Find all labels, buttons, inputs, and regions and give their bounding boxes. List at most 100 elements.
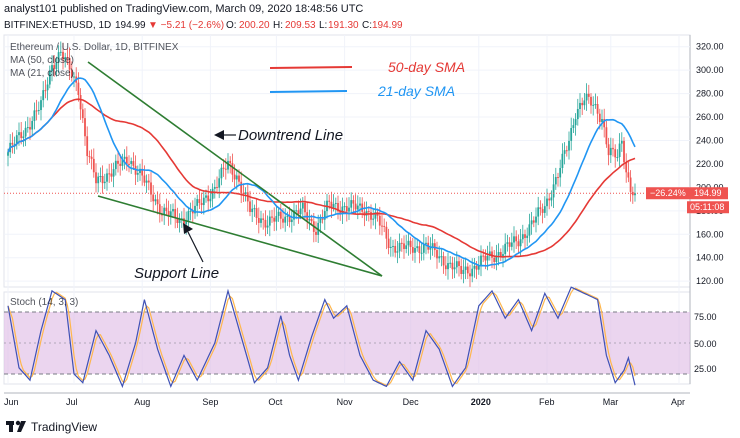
candle-body <box>552 184 555 198</box>
candle-body <box>77 82 80 96</box>
candle-body <box>583 100 586 106</box>
candle-body <box>356 205 359 210</box>
candle-body <box>543 206 546 213</box>
candle-body <box>609 147 612 156</box>
candle-body <box>378 215 381 226</box>
downtrend-arrowhead <box>214 130 224 140</box>
time-tick-label: Sep <box>202 397 218 407</box>
sma50-legend-line <box>269 66 353 69</box>
candle-body <box>590 96 592 106</box>
time-tick-label: 2020 <box>471 397 491 407</box>
candle-body <box>394 245 397 253</box>
candle-body <box>559 167 562 178</box>
candle-body <box>18 132 20 136</box>
candle-body <box>458 261 460 266</box>
symbol-bar: BITFINEX:ETHUSD, 1D 194.99 ▼ −5.21 (−2.6… <box>0 18 740 34</box>
candle-body <box>253 208 256 210</box>
candle-body <box>601 119 603 122</box>
candle-body <box>502 254 504 257</box>
candle-body <box>92 158 95 173</box>
candle-body <box>244 192 247 195</box>
candle-body <box>438 256 441 259</box>
support-label: Support Line <box>134 265 219 282</box>
time-tick-label: Nov <box>337 397 354 407</box>
candle-body <box>323 211 326 220</box>
candle-body <box>464 266 467 270</box>
candle-body <box>389 246 392 249</box>
candle-body <box>249 201 251 213</box>
candle-body <box>205 195 207 198</box>
candle-body <box>526 235 529 238</box>
candle-body <box>513 236 515 243</box>
candle-body <box>557 177 559 179</box>
candle-body <box>568 140 570 151</box>
candle-body <box>37 110 40 112</box>
candle-body <box>51 65 53 71</box>
candle-body <box>218 178 221 188</box>
candle-body <box>319 218 322 223</box>
tradingview-brand[interactable]: TradingView <box>31 420 98 434</box>
candle-body <box>172 209 174 212</box>
price-tick-label: 240.00 <box>696 135 724 145</box>
symbol-name[interactable]: BITFINEX:ETHUSD, 1D <box>4 20 112 31</box>
close-label: C: <box>362 20 372 31</box>
candle-body <box>451 262 454 270</box>
candle-body <box>262 218 265 220</box>
candle-body <box>414 248 416 253</box>
candle-body <box>299 208 302 215</box>
candle-body <box>548 198 551 201</box>
candle-body <box>416 246 419 249</box>
candle-body <box>436 250 438 259</box>
candle-body <box>605 127 608 145</box>
candle-body <box>444 265 447 270</box>
price-tick-label: 220.00 <box>696 159 724 169</box>
candle-body <box>532 220 535 223</box>
candle-body <box>407 240 410 246</box>
candle-body <box>141 168 144 176</box>
candle-body <box>508 242 511 247</box>
candle-body <box>618 143 621 157</box>
candle-body <box>354 203 357 210</box>
candle-body <box>154 199 157 202</box>
candle-body <box>238 175 240 182</box>
candle-body <box>26 127 29 129</box>
downtrend-label: Downtrend Line <box>238 127 343 144</box>
candle-body <box>482 255 485 257</box>
candle-body <box>128 163 130 165</box>
candle-body <box>418 246 421 253</box>
candle-body <box>59 51 62 53</box>
chart-area[interactable]: 320.00 300.00 280.00 260.00 240.00 220.00 200.… <box>0 0 740 414</box>
time-tick-label: Feb <box>539 397 555 407</box>
candle-body <box>634 193 636 196</box>
candle-body <box>627 172 630 178</box>
candle-body <box>81 109 84 119</box>
stoch-tick-50: 50.00 <box>694 339 717 349</box>
candle-body <box>106 173 108 182</box>
open-value: 200.20 <box>239 20 270 31</box>
candle-body <box>455 261 458 268</box>
candle-body <box>242 192 245 195</box>
candle-body <box>473 265 476 269</box>
candle-body <box>612 147 614 150</box>
candle-body <box>359 203 361 206</box>
price-change: ▼ −5.21 (−2.6%) <box>148 20 225 31</box>
candle-body <box>295 210 298 212</box>
candle-body <box>620 140 623 144</box>
tradingview-logo-icon[interactable] <box>6 419 28 433</box>
high-label: H: <box>273 20 283 31</box>
candle-body <box>273 217 276 222</box>
footer: TradingView <box>0 414 740 438</box>
candle-body <box>488 251 491 256</box>
candle-body <box>374 212 377 219</box>
candle-body <box>396 251 399 253</box>
candle-body <box>150 182 152 195</box>
candle-body <box>24 127 27 137</box>
candle-body <box>165 207 168 212</box>
candle-body <box>462 269 465 274</box>
percent-badge-text: −26.24% <box>650 188 686 198</box>
candle-body <box>163 207 166 215</box>
candle-body <box>504 243 507 255</box>
candle-body <box>623 140 625 163</box>
candle-body <box>48 70 51 85</box>
candle-body <box>585 93 588 101</box>
